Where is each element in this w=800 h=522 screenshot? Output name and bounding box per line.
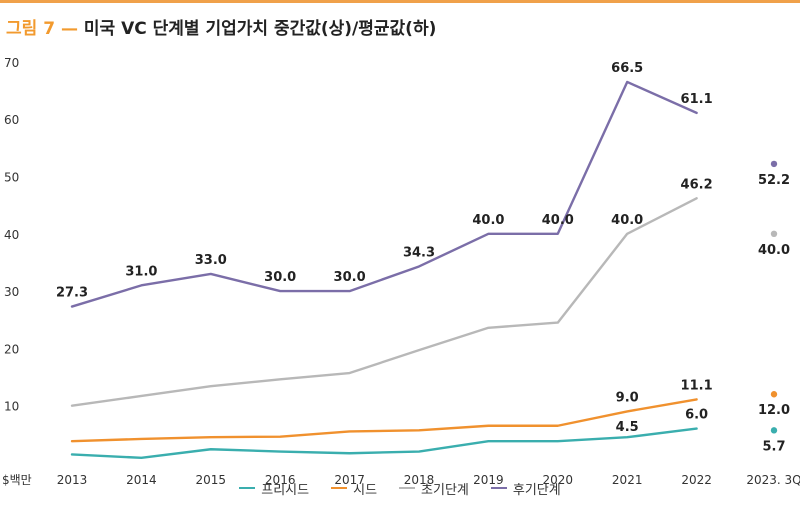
figure-label: 그림 7 [6,19,56,39]
data-label: 52.2 [758,173,790,188]
data-label: 5.7 [762,439,785,454]
chart-title: 그림 7 — 미국 VC 단계별 기업가치 중간값(상)/평균값(하) [6,14,436,39]
series-line [70,398,698,443]
x-tick-label: 2016 [265,473,296,487]
data-label: 30.0 [264,270,296,285]
y-tick-label: 40 [4,228,19,242]
y-tick-label: 50 [4,171,19,185]
data-label: 27.3 [56,286,88,301]
x-tick-label: 2014 [126,473,157,487]
data-label: 34.3 [403,245,435,260]
data-label: 61.1 [681,92,713,107]
top-accent-rule [0,0,800,3]
x-tick-label: 2020 [543,473,574,487]
data-label: 9.0 [616,390,639,405]
y-tick-label: 20 [4,342,19,356]
legend-swatch [490,487,507,489]
data-label: 40.0 [611,213,643,228]
legend-swatch [399,487,416,489]
x-tick-label: 2013 [57,473,88,487]
legend-item: 프리시드 [239,479,309,498]
series-point-2023 [770,427,778,434]
data-label: 46.2 [681,177,713,192]
legend-item: 후기단계 [490,479,561,498]
legend-item: 시드 [331,479,377,498]
series-line [70,197,698,407]
legend-label: 초기단계 [421,482,469,498]
data-label: 40.0 [758,243,790,258]
x-tick-label: 2022 [681,473,712,487]
data-label: 40.0 [472,213,504,228]
data-label: 6.0 [685,408,708,423]
title-separator: — [60,19,78,39]
x-tick-label: 2023. 3Q [746,473,800,487]
legend-label: 시드 [353,482,378,498]
data-label: 31.0 [125,264,157,279]
data-label: 12.0 [758,403,790,418]
data-label: 30.0 [334,270,366,285]
x-tick-label: 2019 [473,473,504,487]
legend-swatch [331,487,348,489]
chart-legend: 프리시드 시드 초기단계 후기단계 [0,478,800,498]
x-tick-label: 2021 [612,473,643,487]
x-tick-label: 2015 [196,473,227,487]
y-tick-label: 70 [4,56,19,70]
legend-swatch [239,487,256,489]
data-label: 33.0 [195,253,227,268]
x-tick-label: 2017 [334,473,365,487]
series-line [70,80,698,308]
legend-item: 초기단계 [399,479,469,498]
y-tick-label: 30 [4,285,19,299]
series-line [70,427,698,460]
data-label: 66.5 [611,61,643,76]
legend-label: 프리시드 [261,482,310,498]
title-text: 미국 VC 단계별 기업가치 중간값(상)/평균값(하) [83,19,437,39]
data-label: 40.0 [542,213,574,228]
y-tick-label: 10 [4,400,19,414]
data-label: 11.1 [681,378,713,393]
y-unit-label: $백만 [2,473,32,487]
series-point-2023 [770,230,778,237]
series-point-2023 [770,391,778,398]
series-point-2023 [770,160,778,168]
y-tick-label: 60 [4,113,19,127]
legend-label: 후기단계 [512,482,561,498]
x-tick-label: 2018 [404,473,435,487]
data-label: 4.5 [616,420,639,435]
